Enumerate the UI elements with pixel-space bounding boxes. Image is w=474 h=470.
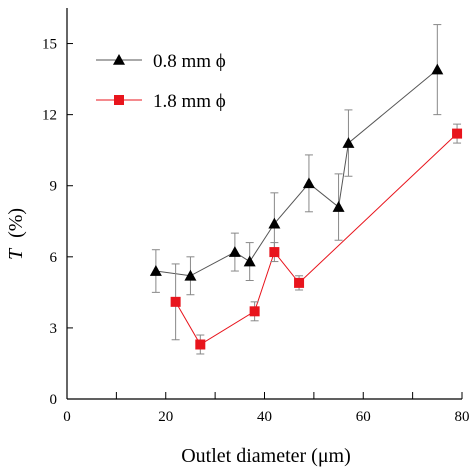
x-tick-label: 40 [257, 409, 272, 425]
series-line [175, 133, 458, 346]
data-point [149, 265, 162, 276]
data-point [431, 63, 444, 75]
y-axis-label-unit: (%) [5, 208, 27, 238]
data-point [249, 306, 260, 317]
x-axis-label: Outlet diameter (μm) [181, 445, 351, 467]
legend-label: 1.8 mm ϕ [153, 91, 226, 112]
legend: 0.8 mm ϕ 1.8 mm ϕ [96, 51, 226, 112]
data-point [294, 277, 305, 288]
data-point [268, 217, 281, 229]
data-point [342, 137, 355, 148]
y-axis-label-symbol: T [5, 247, 27, 260]
series-1 [149, 24, 444, 296]
y-tick-label: 0 [50, 392, 58, 408]
data-point [243, 255, 256, 267]
legend-marker [114, 95, 124, 105]
data-point [452, 128, 463, 139]
y-tick-label: 3 [50, 321, 58, 337]
data-point [170, 296, 181, 307]
y-tick-label: 15 [42, 37, 57, 53]
data-point [184, 269, 197, 281]
y-tick-label: 9 [50, 179, 58, 195]
series-layer [149, 24, 463, 355]
axes: 0 3 6 9 12 15 0 20 40 60 80 [42, 8, 470, 425]
y-tick-label: 12 [42, 108, 57, 124]
y-axis-label: T (%) [5, 208, 27, 260]
data-point [228, 246, 241, 257]
series-2 [170, 123, 463, 355]
x-tick-label: 0 [63, 409, 71, 425]
data-point [332, 201, 345, 212]
legend-entry-2: 1.8 mm ϕ [96, 91, 226, 112]
data-point [195, 339, 206, 350]
x-tick-label: 80 [455, 409, 470, 425]
legend-label: 0.8 mm ϕ [153, 51, 226, 72]
legend-marker [113, 54, 125, 65]
x-tick-label: 20 [158, 409, 173, 425]
y-tick-label: 6 [50, 250, 58, 266]
data-point [302, 177, 315, 189]
data-point [269, 247, 280, 258]
x-tick-label: 60 [356, 409, 371, 425]
legend-entry-1: 0.8 mm ϕ [96, 51, 226, 72]
